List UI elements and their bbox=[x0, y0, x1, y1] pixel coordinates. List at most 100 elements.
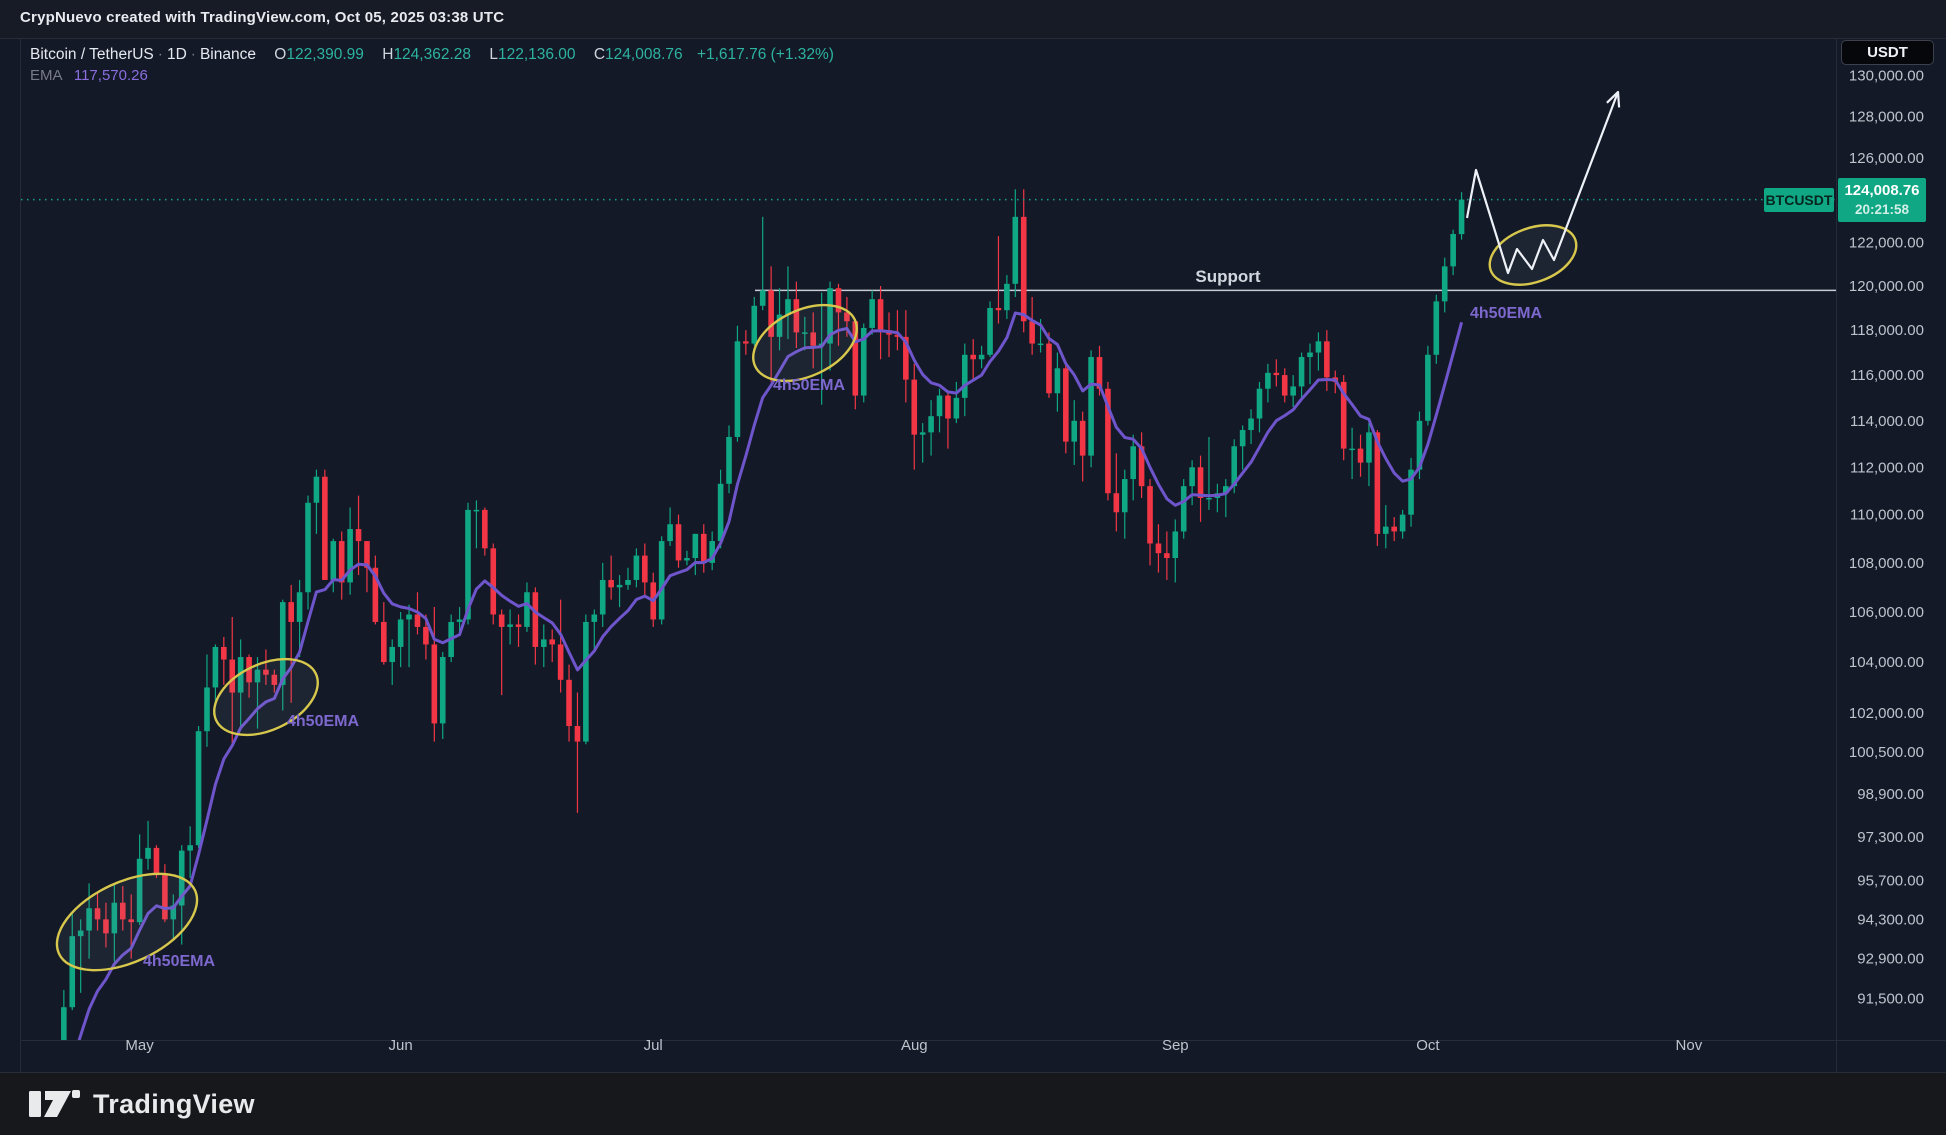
chart-legend[interactable]: Bitcoin / TetherUS · 1D · Binance O122,390.9… bbox=[30, 45, 834, 85]
candle-body bbox=[279, 602, 286, 685]
candle-body bbox=[793, 299, 800, 333]
candle-body bbox=[465, 509, 471, 620]
candle-body bbox=[187, 845, 193, 851]
candle-body bbox=[549, 639, 555, 645]
month-label: Jul bbox=[644, 1037, 663, 1054]
highlight-ellipse[interactable] bbox=[42, 854, 212, 990]
currency-toggle-button[interactable]: USDT bbox=[1841, 40, 1934, 65]
price-tick-label: 108,000.00 bbox=[1849, 555, 1924, 572]
candle-body bbox=[566, 679, 572, 727]
last-price-value: 124,008.76 bbox=[1844, 181, 1920, 199]
candle-body bbox=[995, 307, 1002, 311]
price-tick-label: 120,000.00 bbox=[1849, 278, 1924, 295]
highlight-ellipse[interactable] bbox=[1481, 214, 1584, 296]
candle-body bbox=[364, 541, 370, 568]
candle-body bbox=[1248, 418, 1254, 431]
candle-body bbox=[128, 919, 134, 923]
candle-body bbox=[903, 336, 909, 380]
attribution-bar: CrypNuevo created with TradingView.com, … bbox=[0, 0, 1946, 38]
candle-body bbox=[1458, 199, 1465, 235]
month-label: Oct bbox=[1416, 1037, 1440, 1054]
ema-tag-label: 4h50EMA bbox=[773, 377, 845, 394]
ohlc-close: C124,008.76 bbox=[593, 46, 683, 63]
projection-arrowhead[interactable] bbox=[1606, 90, 1621, 108]
candle-body bbox=[355, 529, 362, 542]
support-label: Support bbox=[1195, 267, 1260, 286]
candle-body bbox=[844, 312, 850, 322]
highlight-ellipse[interactable] bbox=[202, 644, 330, 750]
candle-body bbox=[515, 624, 522, 627]
candle-body bbox=[1138, 446, 1145, 487]
candle-body bbox=[658, 541, 665, 620]
symbol-title[interactable]: Bitcoin / TetherUS bbox=[30, 46, 154, 63]
ohlc-low: L122,136.00 bbox=[489, 46, 576, 63]
candle-body bbox=[1357, 448, 1364, 463]
candle-body bbox=[1063, 368, 1069, 442]
candle-body bbox=[1096, 357, 1103, 389]
candle-body bbox=[389, 646, 396, 663]
candle-body bbox=[406, 614, 412, 620]
candle-body bbox=[608, 579, 614, 588]
candle-body bbox=[414, 614, 421, 627]
candle-body bbox=[700, 533, 707, 563]
candle-body bbox=[1147, 486, 1153, 544]
candle-body bbox=[1071, 420, 1078, 442]
candle-body bbox=[970, 354, 976, 360]
projection-zigzag[interactable] bbox=[1465, 91, 1620, 275]
candle-body bbox=[1239, 430, 1246, 447]
legend-row-ema[interactable]: EMA 117,570.26 bbox=[30, 66, 834, 85]
candle-body bbox=[111, 902, 118, 934]
price-tick-label: 122,000.00 bbox=[1849, 235, 1924, 252]
price-tick-label: 118,000.00 bbox=[1850, 322, 1924, 339]
candle-body bbox=[490, 548, 497, 615]
highlight-ellipse[interactable] bbox=[741, 290, 869, 396]
price-tick-label: 114,000.00 bbox=[1850, 413, 1924, 430]
price-tick-label: 128,000.00 bbox=[1849, 108, 1924, 125]
candle-body bbox=[263, 669, 269, 675]
candle-body bbox=[439, 657, 446, 724]
candle-body bbox=[599, 579, 606, 615]
candle-body bbox=[1223, 486, 1229, 494]
candle-body bbox=[1029, 321, 1035, 344]
price-tick-label: 106,000.00 bbox=[1849, 604, 1924, 621]
candle-body bbox=[296, 592, 303, 622]
ema-label: EMA bbox=[30, 67, 62, 84]
ema-value: 117,570.26 bbox=[73, 67, 148, 84]
legend-separator: · bbox=[157, 46, 163, 63]
time-axis[interactable] bbox=[21, 1041, 1836, 1072]
candle-body bbox=[768, 290, 774, 337]
candle-body bbox=[1349, 448, 1355, 451]
interval-label[interactable]: 1D bbox=[166, 46, 187, 63]
candle-body bbox=[1256, 388, 1263, 419]
symbol-price-label: BTCUSDT bbox=[1764, 187, 1834, 212]
candle-body bbox=[372, 567, 379, 622]
candle-body bbox=[616, 584, 623, 588]
price-tick-label: 112,000.00 bbox=[1850, 459, 1924, 476]
candle-body bbox=[1408, 469, 1414, 515]
candle-body bbox=[1273, 372, 1280, 376]
candle-body bbox=[583, 621, 589, 742]
candle-body bbox=[945, 395, 951, 419]
candle-body bbox=[1399, 514, 1406, 532]
candle-body bbox=[1340, 381, 1347, 449]
candle-body bbox=[423, 626, 429, 645]
candle-body bbox=[204, 687, 210, 732]
ohlc-high: H124,362.28 bbox=[382, 46, 472, 63]
candle-body bbox=[136, 858, 143, 923]
candle-body bbox=[557, 644, 564, 680]
candle-body bbox=[162, 875, 168, 920]
candle-body bbox=[1416, 420, 1423, 470]
candle-body bbox=[86, 908, 92, 931]
exchange-label: Binance bbox=[199, 46, 256, 63]
candle-body bbox=[61, 1007, 67, 1040]
tradingview-brand[interactable]: TradingView bbox=[27, 1089, 255, 1120]
month-label: Jun bbox=[389, 1037, 413, 1054]
legend-row-main[interactable]: Bitcoin / TetherUS · 1D · Binance O122,390.9… bbox=[30, 45, 834, 64]
candle-body bbox=[591, 614, 598, 622]
candle-body bbox=[759, 290, 766, 306]
candle-body bbox=[692, 533, 699, 559]
price-tick-label: 130,000.00 bbox=[1849, 68, 1924, 85]
candle-body bbox=[978, 354, 985, 360]
candle-body bbox=[1088, 357, 1094, 456]
